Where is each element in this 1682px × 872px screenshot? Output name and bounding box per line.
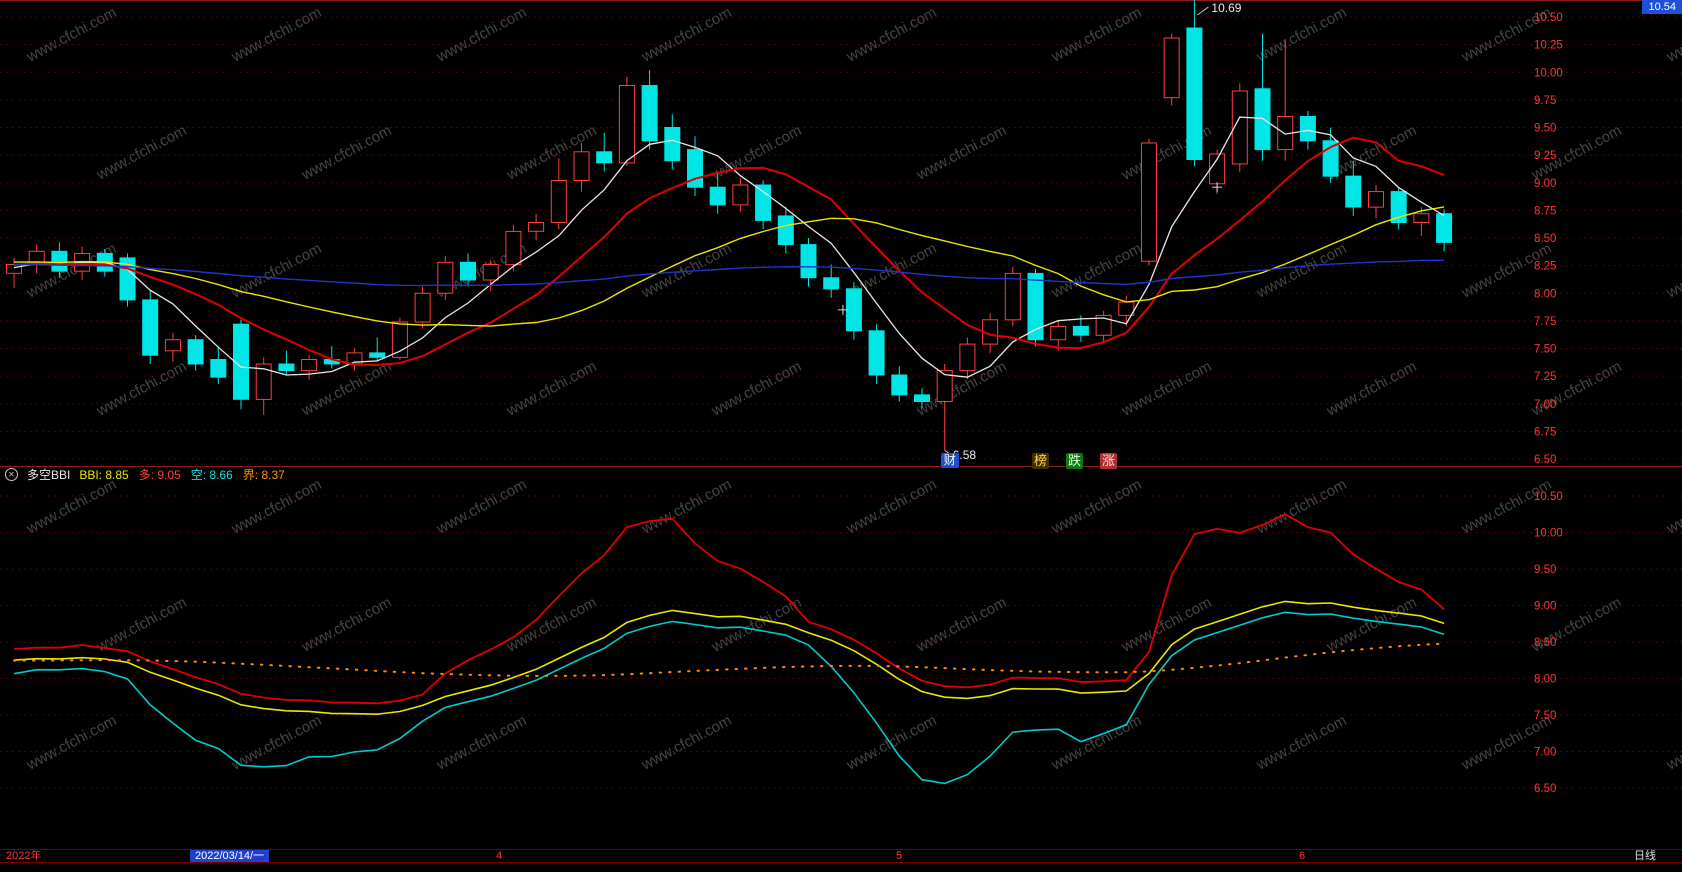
svg-text:8.00: 8.00 — [1534, 674, 1556, 686]
scale-max-badge: 10.54 — [1642, 0, 1682, 14]
svg-text:www.cfchi.com: www.cfchi.com — [843, 712, 939, 774]
indicator-close-icon[interactable]: ✕ — [5, 468, 18, 481]
svg-text:10.00: 10.00 — [1534, 528, 1563, 540]
svg-text:www.cfchi.com: www.cfchi.com — [913, 594, 1009, 656]
period-selector[interactable]: 日线 — [1634, 850, 1656, 862]
svg-text:6.50: 6.50 — [1534, 783, 1556, 795]
indicator-bar: ✕ 多空BBI BBI: 8.85 多: 9.05 空: 8.66 界: 8.37 — [5, 466, 295, 483]
gridlines — [0, 0, 1682, 789]
svg-text:www.cfchi.com: www.cfchi.com — [23, 4, 119, 66]
svg-text:www.cfchi.com: www.cfchi.com — [1663, 240, 1682, 302]
tag-badge[interactable]: 跌 — [1066, 453, 1084, 469]
svg-text:8.50: 8.50 — [1534, 637, 1556, 649]
x-axis-label: 4 — [496, 850, 503, 862]
x-axis-bar: 2022年 2022/03/14/一 4 5 6 日线 — [0, 849, 1682, 863]
svg-text:6.50: 6.50 — [1534, 454, 1556, 466]
high-price-label: 10.69 — [1211, 1, 1241, 15]
svg-text:8.50: 8.50 — [1534, 233, 1556, 245]
svg-text:www.cfchi.com: www.cfchi.com — [638, 712, 734, 774]
svg-text:www.cfchi.com: www.cfchi.com — [638, 4, 734, 66]
svg-text:www.cfchi.com: www.cfchi.com — [503, 358, 599, 420]
svg-text:www.cfchi.com: www.cfchi.com — [433, 4, 529, 66]
svg-text:9.00: 9.00 — [1534, 601, 1556, 613]
svg-text:www.cfchi.com: www.cfchi.com — [298, 122, 394, 184]
svg-text:9.50: 9.50 — [1534, 123, 1556, 135]
svg-text:www.cfchi.com: www.cfchi.com — [433, 476, 529, 538]
x-axis-label: 2022年 — [6, 850, 42, 862]
svg-text:www.cfchi.com: www.cfchi.com — [1323, 358, 1419, 420]
svg-text:www.cfchi.com: www.cfchi.com — [1048, 712, 1144, 774]
svg-text:9.25: 9.25 — [1534, 150, 1556, 162]
svg-text:10.50: 10.50 — [1534, 12, 1563, 24]
svg-text:8.00: 8.00 — [1534, 288, 1556, 300]
svg-text:7.00: 7.00 — [1534, 399, 1556, 411]
tag-badge[interactable]: 榜 — [1032, 453, 1050, 469]
svg-text:www.cfchi.com: www.cfchi.com — [1253, 4, 1349, 66]
svg-text:www.cfchi.com: www.cfchi.com — [23, 712, 119, 774]
svg-text:www.cfchi.com: www.cfchi.com — [298, 594, 394, 656]
svg-text:9.50: 9.50 — [1534, 564, 1556, 576]
indicator-value: 多: 9.05 — [138, 468, 181, 482]
svg-text:www.cfchi.com: www.cfchi.com — [93, 122, 189, 184]
svg-text:www.cfchi.com: www.cfchi.com — [1118, 594, 1214, 656]
svg-text:8.75: 8.75 — [1534, 205, 1556, 217]
svg-text:10.50: 10.50 — [1534, 491, 1563, 503]
x-axis-label: 2022/03/14/一 — [190, 850, 270, 862]
svg-text:10.00: 10.00 — [1534, 67, 1563, 79]
moving-average-lines — [13, 116, 1445, 378]
svg-text:www.cfchi.com: www.cfchi.com — [708, 122, 804, 184]
svg-text:7.50: 7.50 — [1534, 710, 1556, 722]
candlesticks — [6, 0, 1453, 451]
svg-text:www.cfchi.com: www.cfchi.com — [228, 476, 324, 538]
svg-text:6.75: 6.75 — [1534, 426, 1556, 438]
bbi-indicator-lines — [13, 513, 1446, 785]
svg-text:www.cfchi.com: www.cfchi.com — [93, 594, 189, 656]
svg-text:www.cfchi.com: www.cfchi.com — [1253, 476, 1349, 538]
svg-text:9.75: 9.75 — [1534, 95, 1556, 107]
price-axis-labels: 10.50 10.25 10.00 9.75 9.50 9.25 9.00 8.75 8.50 8… — [1534, 12, 1563, 795]
svg-text:7.25: 7.25 — [1534, 371, 1556, 383]
indicator-value: 空: 8.66 — [190, 468, 233, 482]
svg-text:www.cfchi.com: www.cfchi.com — [638, 476, 734, 538]
svg-text:7.75: 7.75 — [1534, 316, 1556, 328]
indicator-value: BBI: 8.85 — [79, 468, 129, 482]
svg-text:www.cfchi.com: www.cfchi.com — [228, 240, 324, 302]
tag-badge[interactable]: 涨 — [1100, 453, 1118, 469]
svg-text:www.cfchi.com: www.cfchi.com — [1048, 4, 1144, 66]
svg-text:www.cfchi.com: www.cfchi.com — [433, 712, 529, 774]
svg-text:7.00: 7.00 — [1534, 747, 1556, 759]
svg-text:www.cfchi.com: www.cfchi.com — [708, 594, 804, 656]
svg-text:www.cfchi.com: www.cfchi.com — [93, 358, 189, 420]
svg-text:www.cfchi.com: www.cfchi.com — [1253, 712, 1349, 774]
tag-badges: 榜跌涨 — [1032, 453, 1118, 469]
svg-text:www.cfchi.com: www.cfchi.com — [843, 476, 939, 538]
watermark-layer: www.cfchi.com www.cfchi.com www.cfchi.com w… — [23, 4, 1682, 774]
svg-text:www.cfchi.com: www.cfchi.com — [1663, 476, 1682, 538]
x-axis-label: 5 — [896, 850, 903, 862]
svg-text:www.cfchi.com: www.cfchi.com — [843, 4, 939, 66]
svg-text:www.cfchi.com: www.cfchi.com — [23, 476, 119, 538]
svg-text:10.25: 10.25 — [1534, 40, 1563, 52]
svg-text:7.50: 7.50 — [1534, 344, 1556, 356]
svg-text:www.cfchi.com: www.cfchi.com — [913, 122, 1009, 184]
x-axis-label: 6 — [1299, 850, 1306, 862]
cai-badge[interactable]: 财 — [940, 453, 959, 468]
svg-text:www.cfchi.com: www.cfchi.com — [1663, 712, 1682, 774]
svg-text:www.cfchi.com: www.cfchi.com — [708, 358, 804, 420]
indicator-title[interactable]: 多空BBI — [27, 468, 71, 482]
svg-text:www.cfchi.com: www.cfchi.com — [228, 4, 324, 66]
svg-text:8.25: 8.25 — [1534, 261, 1556, 273]
svg-text:www.cfchi.com: www.cfchi.com — [1048, 476, 1144, 538]
indicator-value: 界: 8.37 — [242, 468, 285, 482]
svg-text:www.cfchi.com: www.cfchi.com — [1118, 358, 1214, 420]
svg-text:9.00: 9.00 — [1534, 178, 1556, 190]
indicator-values: BBI: 8.85 多: 9.05 空: 8.66 界: 8.37 — [79, 466, 294, 483]
